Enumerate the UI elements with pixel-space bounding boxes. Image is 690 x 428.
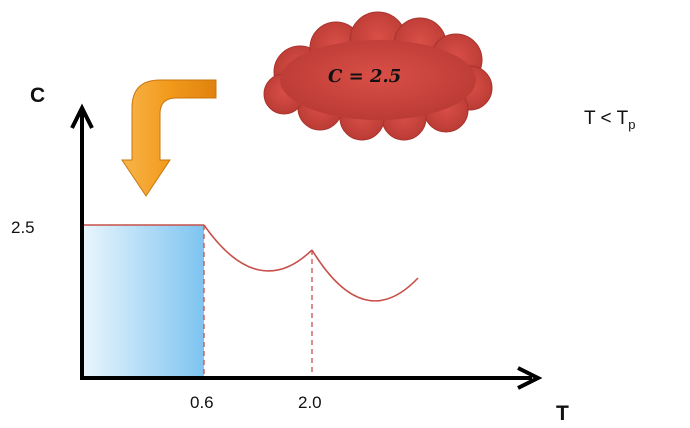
shaded-region bbox=[82, 225, 204, 378]
x-axis-arrowhead bbox=[517, 366, 543, 390]
cloud-callout-text: C = 2.5 bbox=[328, 66, 401, 87]
x-tick-label-20: 2.0 bbox=[298, 393, 322, 412]
y-tick-label: 2.5 bbox=[11, 218, 35, 237]
condition-main: T < T bbox=[584, 108, 629, 129]
x-tick-label-06: 0.6 bbox=[190, 393, 214, 412]
bent-arrow-icon bbox=[121, 79, 217, 197]
condition-label: T < Tp bbox=[584, 108, 635, 132]
cloud-callout: C = 2.5 bbox=[263, 11, 493, 141]
y-axis-arrowhead bbox=[70, 103, 94, 129]
curve-second-dip bbox=[311, 249, 419, 302]
curve-first-dip bbox=[203, 224, 313, 272]
x-axis-title: T bbox=[556, 402, 569, 425]
y-axis-title: C bbox=[30, 84, 45, 107]
condition-subscript: p bbox=[628, 117, 635, 132]
